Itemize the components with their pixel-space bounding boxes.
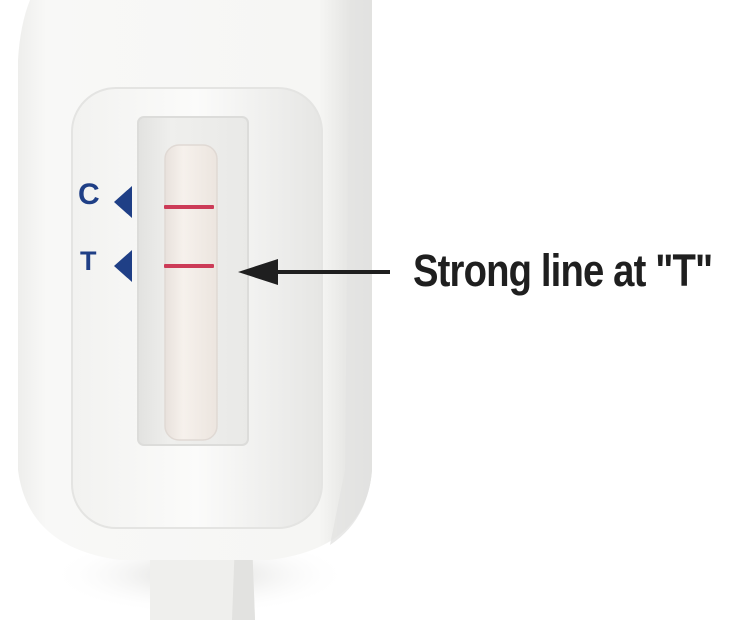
test-label: T [80,246,97,276]
control-marker-icon [114,186,132,218]
annotation-text: Strong line at "T" [413,245,713,296]
test-strip [165,145,217,440]
test-line [164,264,214,268]
control-line [164,205,214,209]
control-label: C [78,178,100,211]
arrow-left-icon [238,259,278,285]
test-marker-icon [114,250,132,282]
